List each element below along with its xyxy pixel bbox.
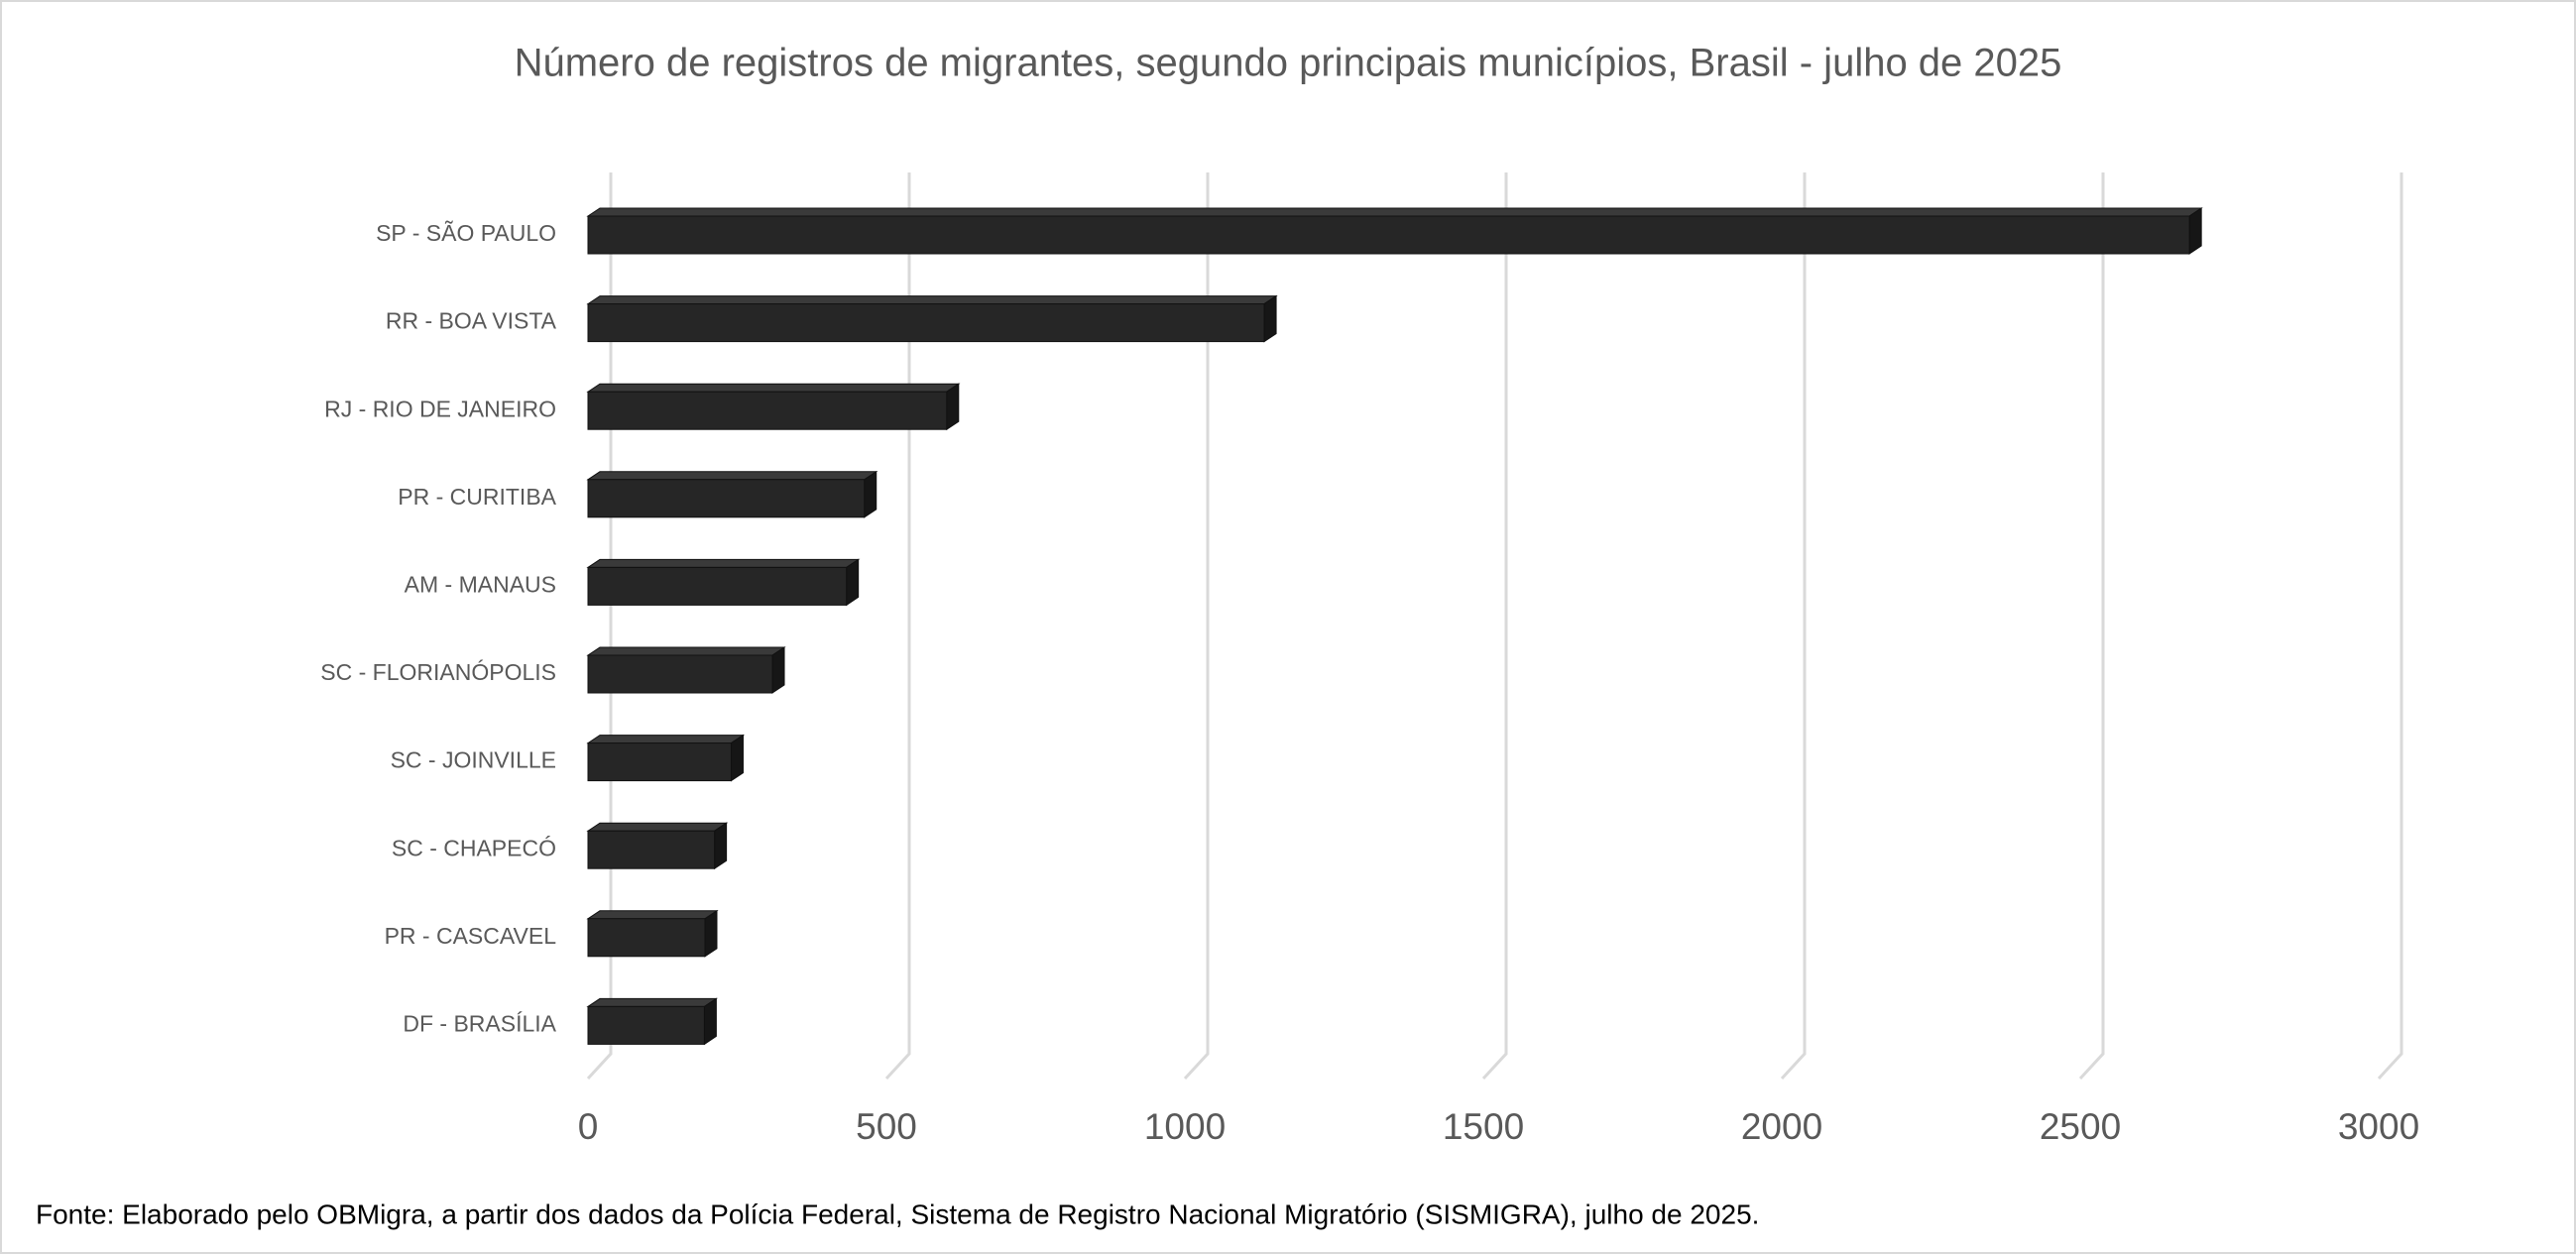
bar-side	[1263, 294, 1277, 343]
bar	[587, 566, 848, 606]
bar-top	[586, 646, 786, 656]
grid-line	[2377, 172, 2403, 1081]
bar-top	[586, 471, 878, 481]
bar-top	[586, 207, 2203, 217]
y-tick-label: SC - FLORIANÓPOLIS	[320, 659, 556, 685]
y-tick-label: SC - JOINVILLE	[391, 747, 556, 773]
bar-side	[946, 383, 960, 431]
bar	[587, 918, 706, 958]
bar-top	[586, 910, 719, 920]
bar	[587, 391, 948, 430]
bar-side	[714, 822, 728, 870]
grid-line	[884, 172, 911, 1081]
bar-top	[586, 822, 729, 832]
bar-top	[586, 383, 961, 393]
x-tick-label: 0	[578, 1106, 599, 1147]
bar	[587, 215, 2190, 255]
x-tick-label: 1000	[1144, 1106, 1226, 1147]
grid-line	[1780, 172, 1807, 1081]
grid-line	[1481, 172, 1508, 1081]
x-tick-label: 2000	[1741, 1106, 1822, 1147]
grid-line	[2078, 172, 2105, 1081]
grid-line	[586, 172, 613, 1081]
bar	[587, 654, 773, 694]
bar-side	[703, 997, 717, 1046]
x-tick-label: 3000	[2338, 1106, 2419, 1147]
bar-top	[586, 997, 719, 1007]
y-tick-label: AM - MANAUS	[405, 571, 556, 597]
y-tick-label: RJ - RIO DE JANEIRO	[324, 396, 556, 421]
bar-side	[846, 558, 860, 607]
bar	[587, 830, 716, 869]
bar	[587, 303, 1265, 343]
y-tick-label: SC - CHAPECÓ	[392, 835, 556, 860]
bar-side	[730, 734, 744, 782]
x-tick-label: 2500	[2040, 1106, 2121, 1147]
x-tick-label: 1500	[1443, 1106, 1524, 1147]
grid-line	[1183, 172, 1210, 1081]
x-tick-label: 500	[856, 1106, 917, 1147]
bar-side	[864, 470, 878, 518]
bar	[587, 742, 732, 782]
chart-title: Número de registros de migrantes, segund…	[515, 42, 2062, 85]
footnote: Fonte: Elaborado pelo OBMigra, a partir …	[36, 1198, 1759, 1229]
bar-side	[771, 646, 785, 694]
bar-top	[586, 295, 1278, 305]
bar	[587, 479, 866, 518]
y-tick-label: PR - CURITIBA	[398, 484, 556, 510]
y-tick-label: PR - CASCAVEL	[385, 923, 557, 949]
y-tick-label: DF - BRASÍLIA	[403, 1010, 556, 1036]
bar-side	[704, 909, 718, 958]
bar-side	[2188, 207, 2202, 255]
y-tick-label: SP - SÃO PAULO	[376, 220, 556, 246]
bar-top	[586, 558, 861, 568]
bar	[587, 1005, 705, 1045]
bar-top	[586, 735, 746, 744]
y-tick-label: RR - BOA VISTA	[386, 308, 557, 334]
